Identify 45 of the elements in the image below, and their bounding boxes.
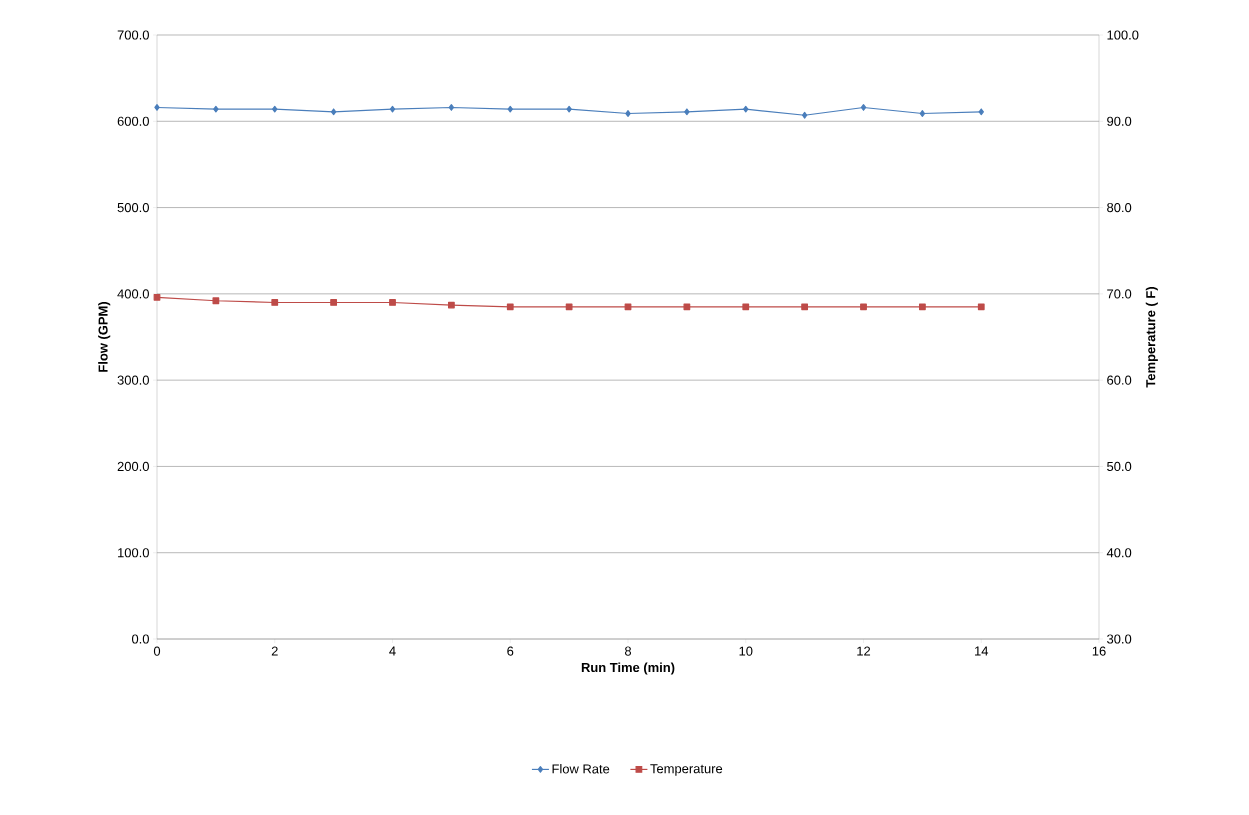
y2-axis-title: Temperature ( F) <box>1145 287 1158 388</box>
y2-tick-label: 60.0 <box>1107 375 1132 385</box>
y-tick-label: 600.0 <box>117 116 149 126</box>
y-tick-label: 700.0 <box>117 30 149 40</box>
y-tick-label: 200.0 <box>117 461 149 472</box>
x-tick-label: 14 <box>975 646 989 656</box>
y2-tick-label: 70.0 <box>1107 289 1132 299</box>
y-tick-label: 100.0 <box>118 548 149 558</box>
y-tick-label: 300.0 <box>117 375 149 385</box>
point <box>213 105 219 113</box>
x-axis-title: Run Time (min) <box>581 662 675 675</box>
x-tick-label: 2 <box>271 646 278 656</box>
legend-label: Flow Rate <box>552 763 610 774</box>
x-tick-label: 4 <box>389 646 396 656</box>
point <box>330 108 337 116</box>
point <box>389 105 396 113</box>
point <box>507 105 513 113</box>
point <box>154 104 160 111</box>
point <box>860 104 867 111</box>
y-axis-title: Flow (GPM) <box>98 302 111 372</box>
x-tick-label: 10 <box>739 646 753 656</box>
point <box>743 105 749 113</box>
x-tick-label: 12 <box>857 646 871 656</box>
y2-tick-label: 40.0 <box>1106 548 1132 558</box>
point <box>566 105 572 113</box>
point <box>448 104 455 111</box>
point <box>625 110 631 117</box>
y2-tick-label: 90.0 <box>1107 116 1132 126</box>
y2-tick-label: 30.0 <box>1107 634 1132 644</box>
point <box>272 105 278 113</box>
legend-label: Temperature <box>650 764 723 776</box>
x-tick-label: 16 <box>1092 646 1106 656</box>
y-tick-label: 400.0 <box>117 289 149 299</box>
y-tick-label: 0.0 <box>131 634 149 644</box>
point <box>978 108 984 116</box>
point <box>801 111 808 119</box>
y2-tick-label: 80.0 <box>1107 202 1132 213</box>
x-tick-label: 8 <box>624 646 632 656</box>
y-tick-label: 500.0 <box>117 202 149 213</box>
x-tick-label: 0 <box>153 646 161 656</box>
x-tick-label: 6 <box>507 646 514 656</box>
point <box>919 110 926 117</box>
point <box>684 108 690 116</box>
y2-tick-label: 50.0 <box>1107 461 1132 472</box>
y2-tick-label: 100.0 <box>1107 30 1139 40</box>
